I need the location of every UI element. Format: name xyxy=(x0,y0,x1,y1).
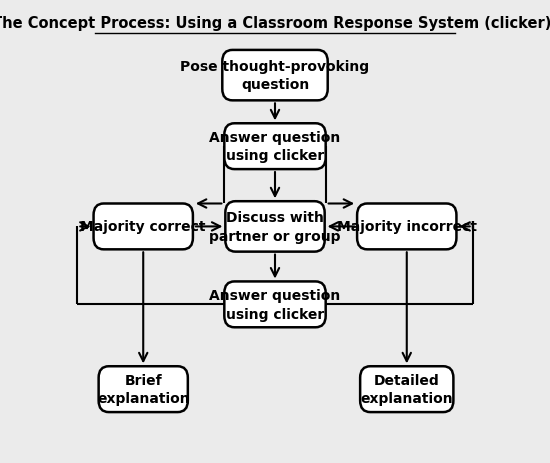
Text: Discuss with
partner or group: Discuss with partner or group xyxy=(209,211,341,243)
FancyBboxPatch shape xyxy=(94,204,193,250)
FancyBboxPatch shape xyxy=(360,366,453,412)
FancyBboxPatch shape xyxy=(226,202,324,252)
Text: Detailed
explanation: Detailed explanation xyxy=(360,373,453,406)
Text: Pose thought-provoking
question: Pose thought-provoking question xyxy=(180,60,370,92)
FancyBboxPatch shape xyxy=(222,51,328,101)
Text: Majority incorrect: Majority incorrect xyxy=(337,220,477,234)
Text: Answer question
using clicker: Answer question using clicker xyxy=(210,288,340,321)
FancyBboxPatch shape xyxy=(98,366,188,412)
Text: The Concept Process: Using a Classroom Response System (clicker):: The Concept Process: Using a Classroom R… xyxy=(0,16,550,31)
Text: Answer question
using clicker: Answer question using clicker xyxy=(210,131,340,163)
Text: Majority correct: Majority correct xyxy=(80,220,206,234)
FancyBboxPatch shape xyxy=(224,282,326,327)
Text: Brief
explanation: Brief explanation xyxy=(97,373,190,406)
FancyBboxPatch shape xyxy=(224,124,326,170)
FancyBboxPatch shape xyxy=(357,204,456,250)
